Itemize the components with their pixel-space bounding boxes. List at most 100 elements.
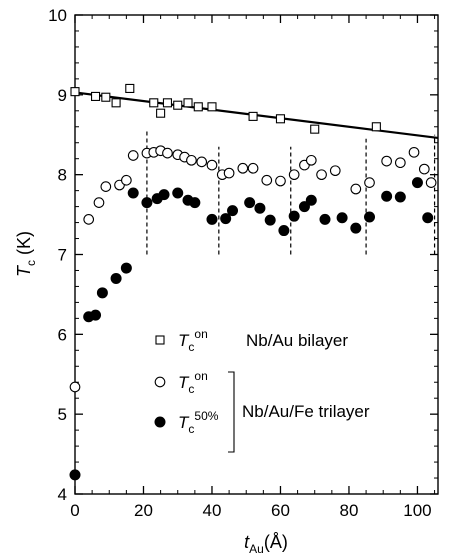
x-axis-title: tAu(Å)	[244, 532, 288, 556]
open-circle-point	[196, 156, 208, 168]
open-circle-point	[329, 165, 341, 177]
filled-circle-point	[278, 225, 290, 237]
filled-circle-point	[305, 194, 317, 206]
filled-circle-point	[411, 177, 423, 189]
x-tick-label: 60	[271, 501, 290, 520]
open-circle-point	[305, 154, 317, 166]
y-axis-title: Tc (K)	[14, 231, 38, 277]
filled-circle-point	[158, 189, 170, 201]
filled-circle-point	[69, 469, 81, 481]
x-axis-title-unit: (Å)	[264, 532, 288, 552]
filled-circle-point	[364, 211, 376, 223]
filled-circle-point	[254, 202, 266, 214]
legend-symbol: Tcon	[178, 369, 208, 396]
open-square-point	[111, 98, 121, 108]
open-circle-point	[408, 146, 420, 158]
open-square-point	[371, 122, 381, 132]
legend-group-label: Nb/Au/Fe trilayer	[242, 402, 370, 421]
open-square-point	[193, 102, 203, 112]
open-circle-point	[364, 177, 375, 188]
legend-bracket	[228, 371, 235, 453]
y-tick-label: 7	[58, 246, 67, 265]
legend-symbol: Tc50%	[178, 409, 219, 436]
y-axis-title-sub: c	[24, 260, 38, 266]
filled-circle-point	[288, 210, 300, 222]
period-dashed-lines	[146, 130, 436, 255]
open-circle-point	[223, 167, 235, 179]
filled-circle-point	[227, 205, 239, 217]
x-axis-title-main: t	[244, 532, 250, 552]
legend-marker-open-square	[155, 335, 165, 345]
open-circle-point	[247, 162, 259, 174]
legend-symbol: Tcon	[178, 327, 208, 354]
filled-circle-point	[336, 212, 348, 224]
filled-circle-point	[189, 197, 201, 209]
open-circle-point	[206, 159, 218, 171]
filled-circle-point	[422, 212, 434, 224]
open-circle-point	[237, 162, 249, 174]
legend: Tcon Nb/Au bilayer Tcon Tc50% Nb/Au/Fe trila…	[154, 327, 370, 453]
open-circle-point	[350, 183, 362, 195]
filled-circle-point	[141, 197, 153, 209]
filled-circle-point	[120, 262, 132, 274]
x-tick-label: 100	[403, 501, 431, 520]
tick-labels: 0 20 40 60 80 100 4 5 6 7 8 9 10	[48, 6, 432, 520]
open-circle-point	[100, 181, 112, 192]
open-circle-point	[186, 154, 197, 166]
x-axis-title-sub: Au	[249, 542, 264, 556]
open-square-point	[70, 87, 80, 97]
y-axis-title-unit: (K)	[14, 231, 34, 260]
filled-circle-point	[244, 197, 256, 209]
filled-circle-point	[381, 190, 393, 202]
x-tick-label: 20	[134, 501, 153, 520]
legend-label: Nb/Au bilayer	[246, 331, 348, 350]
filled-circle-point	[298, 201, 310, 213]
open-square-point	[156, 108, 166, 118]
open-square-point	[310, 124, 320, 134]
open-circle-point	[288, 169, 300, 181]
filled-circle-point	[172, 187, 184, 199]
filled-circle-point	[264, 214, 276, 226]
y-axis-title-main: T	[14, 264, 34, 277]
open-circle-point	[316, 169, 327, 181]
open-circle-point	[418, 163, 430, 175]
open-circle-point	[69, 381, 81, 393]
y-tick-label: 9	[58, 86, 67, 105]
open-square-point	[101, 92, 111, 102]
y-tick-label: 8	[58, 166, 67, 185]
open-square-point	[125, 83, 135, 93]
open-circle-point	[425, 177, 437, 188]
x-tick-label: 40	[203, 501, 222, 520]
y-tick-label: 4	[58, 485, 67, 504]
filled-circle-point	[110, 272, 122, 284]
open-square-point	[248, 111, 258, 121]
filled-circle-point	[90, 309, 102, 321]
open-circle-point	[381, 155, 392, 167]
open-square-point	[207, 102, 217, 112]
x-tick-label: 80	[340, 501, 359, 520]
open-square-point	[173, 100, 183, 110]
open-square-point	[275, 114, 286, 124]
filled-circle-point	[96, 287, 108, 299]
filled-circle-point	[394, 191, 406, 203]
open-circle-point	[93, 197, 105, 208]
filled-circle-point	[220, 213, 232, 225]
open-circle-point	[127, 150, 139, 161]
data-points	[69, 83, 437, 481]
open-circle-point	[261, 174, 273, 186]
open-square-point	[162, 98, 173, 108]
open-square-point	[149, 98, 159, 108]
open-circle-point	[121, 174, 132, 186]
filled-circle-point	[350, 222, 362, 234]
y-tick-label: 10	[48, 6, 67, 25]
x-tick-label: 0	[70, 501, 79, 520]
open-square-point	[90, 91, 101, 101]
open-circle-point	[83, 214, 95, 225]
y-tick-label: 6	[58, 325, 67, 344]
open-circle-point	[162, 147, 173, 159]
filled-circle-point	[127, 187, 139, 199]
filled-circle-point	[319, 213, 331, 225]
open-square-point	[183, 98, 193, 108]
y-tick-label: 5	[58, 405, 67, 424]
